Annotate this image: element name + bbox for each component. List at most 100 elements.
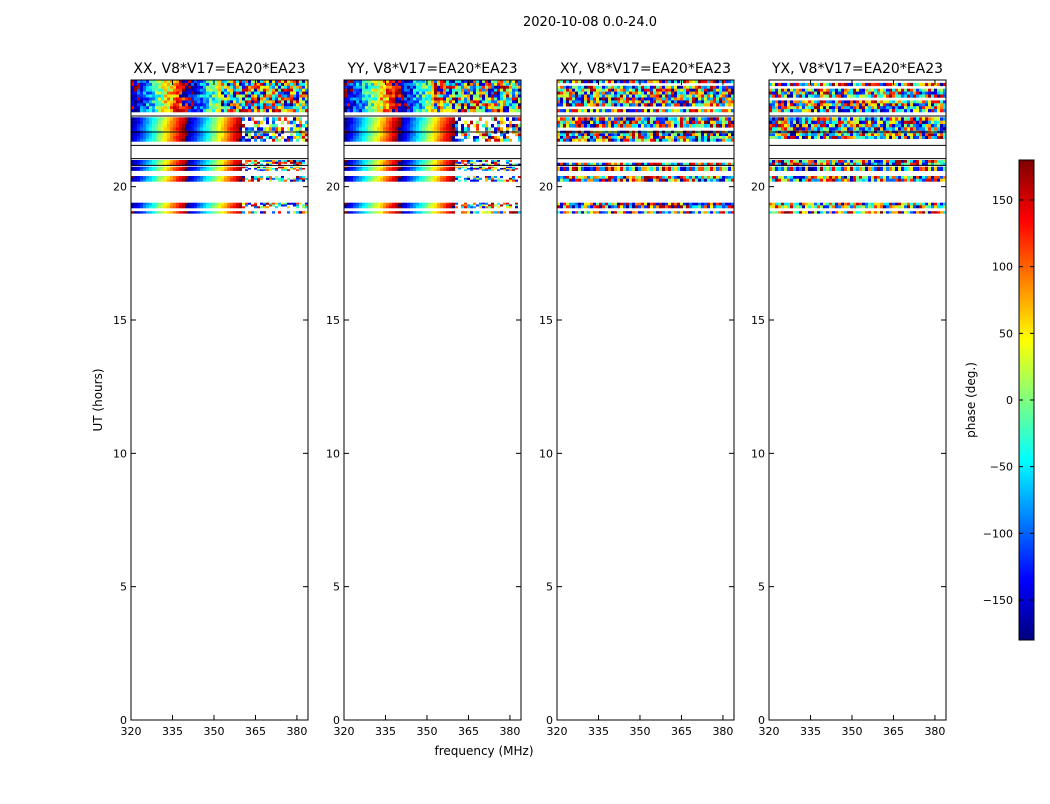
heatmap-cell bbox=[572, 139, 575, 142]
heatmap-cell bbox=[488, 169, 491, 171]
heatmap-cell bbox=[599, 103, 602, 106]
heatmap-cell bbox=[614, 117, 617, 121]
heatmap-cell bbox=[422, 178, 425, 180]
heatmap-cell bbox=[377, 133, 380, 136]
heatmap-cell bbox=[563, 211, 566, 213]
heatmap-cell bbox=[209, 211, 212, 213]
heatmap-cell bbox=[356, 121, 359, 125]
heatmap-cell bbox=[191, 169, 194, 171]
heatmap-cell bbox=[593, 205, 596, 208]
heatmap-cell bbox=[395, 103, 398, 106]
heatmap-cell bbox=[449, 169, 452, 171]
heatmap-cell bbox=[500, 86, 503, 89]
heatmap-cell bbox=[164, 121, 167, 125]
heatmap-cell bbox=[431, 133, 434, 136]
heatmap-cell bbox=[227, 95, 230, 98]
heatmap-cell bbox=[368, 169, 371, 171]
heatmap-cell bbox=[449, 178, 452, 180]
heatmap-cell bbox=[680, 98, 683, 101]
heatmap-cell bbox=[569, 176, 572, 179]
heatmap-cell bbox=[632, 203, 635, 206]
heatmap-cell bbox=[446, 139, 449, 142]
heatmap-cell bbox=[263, 109, 266, 112]
heatmap-cell bbox=[686, 136, 689, 139]
heatmap-cell bbox=[662, 136, 665, 139]
heatmap-cell bbox=[413, 117, 416, 121]
heatmap-cell bbox=[710, 205, 713, 208]
heatmap-cell bbox=[419, 106, 422, 109]
heatmap-cell bbox=[859, 89, 862, 92]
heatmap-cell bbox=[137, 95, 140, 98]
heatmap-cell bbox=[407, 92, 410, 95]
heatmap-cell bbox=[140, 89, 143, 92]
heatmap-cell bbox=[638, 86, 641, 89]
heatmap-cell bbox=[206, 133, 209, 136]
heatmap-cell bbox=[578, 98, 581, 101]
heatmap-cell bbox=[422, 204, 425, 206]
heatmap-cell bbox=[695, 176, 698, 179]
heatmap-cell bbox=[425, 206, 428, 208]
heatmap-cell bbox=[506, 92, 509, 95]
heatmap-cell bbox=[287, 100, 290, 103]
heatmap-cell bbox=[356, 95, 359, 98]
heatmap-cell bbox=[284, 109, 287, 112]
heatmap-cell bbox=[461, 127, 464, 131]
heatmap-cell bbox=[371, 139, 374, 142]
heatmap-cell bbox=[608, 124, 611, 128]
heatmap-cell bbox=[386, 86, 389, 89]
heatmap-cell bbox=[443, 117, 446, 121]
heatmap-cell bbox=[209, 139, 212, 142]
heatmap-cell bbox=[281, 176, 284, 178]
heatmap-cell bbox=[215, 109, 218, 112]
heatmap-cell bbox=[401, 95, 404, 98]
heatmap-cell bbox=[242, 109, 245, 112]
heatmap-cell bbox=[569, 117, 572, 121]
heatmap-cell bbox=[716, 86, 719, 89]
heatmap-cell bbox=[197, 136, 200, 139]
heatmap-cell bbox=[686, 139, 689, 142]
heatmap-cell bbox=[281, 121, 284, 125]
heatmap-cell bbox=[653, 121, 656, 125]
heatmap-cell bbox=[416, 127, 419, 131]
heatmap-cell bbox=[611, 167, 614, 171]
heatmap-cell bbox=[491, 211, 494, 213]
heatmap-cell bbox=[164, 176, 167, 178]
heatmap-cell bbox=[146, 100, 149, 103]
heatmap-cell bbox=[221, 89, 224, 92]
heatmap-cell bbox=[194, 95, 197, 98]
heatmap-cell bbox=[497, 160, 500, 162]
heatmap-cell bbox=[826, 83, 829, 86]
heatmap-cell bbox=[251, 95, 254, 98]
heatmap-cell bbox=[506, 136, 509, 139]
heatmap-cell bbox=[209, 121, 212, 125]
heatmap-cell bbox=[584, 95, 587, 98]
heatmap-cell bbox=[569, 136, 572, 139]
heatmap-cell bbox=[641, 124, 644, 128]
heatmap-cell bbox=[257, 180, 260, 182]
heatmap-cell bbox=[176, 95, 179, 98]
heatmap-cell bbox=[722, 95, 725, 98]
heatmap-cell bbox=[605, 121, 608, 125]
heatmap-cell bbox=[368, 83, 371, 86]
heatmap-cell bbox=[167, 176, 170, 178]
heatmap-cell bbox=[161, 83, 164, 86]
heatmap-cell bbox=[221, 211, 224, 213]
heatmap-cell bbox=[449, 211, 452, 213]
heatmap-cell bbox=[248, 100, 251, 103]
heatmap-cell bbox=[359, 204, 362, 206]
heatmap-cell bbox=[350, 100, 353, 103]
heatmap-cell bbox=[236, 139, 239, 142]
heatmap-cell bbox=[248, 98, 251, 101]
heatmap-cell bbox=[239, 162, 242, 164]
heatmap-cell bbox=[572, 98, 575, 101]
heatmap-cell bbox=[182, 106, 185, 109]
heatmap-cell bbox=[170, 117, 173, 121]
heatmap-cell bbox=[275, 95, 278, 98]
heatmap-cell bbox=[449, 83, 452, 86]
heatmap-cell bbox=[575, 205, 578, 208]
heatmap-cell bbox=[221, 98, 224, 101]
heatmap-cell bbox=[410, 95, 413, 98]
heatmap-cell bbox=[629, 109, 632, 112]
heatmap-cell bbox=[269, 109, 272, 112]
heatmap-cell bbox=[431, 127, 434, 131]
